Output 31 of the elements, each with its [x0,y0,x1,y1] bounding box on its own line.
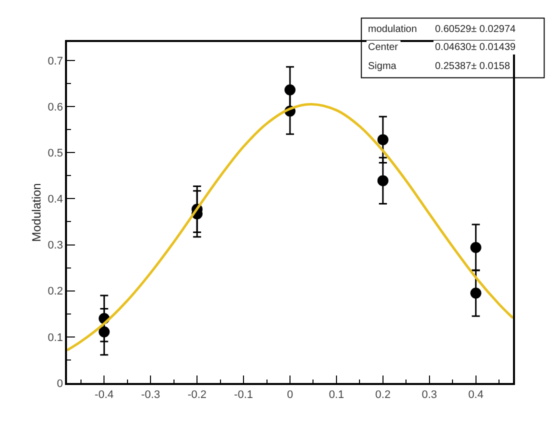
y-tick-label: 0.6 [48,101,64,114]
y-tick-label: 0.2 [48,286,64,298]
y-tick-label: 0.7 [48,55,64,68]
y-axis-title: Modulation [30,183,44,242]
point [284,84,296,96]
x-tick-label: 0.3 [422,388,438,401]
y-tick-label: 0.1 [48,332,64,344]
x-tick-label: 0.2 [375,388,391,401]
text: 0.60529± 0.02974 [435,24,516,35]
text: modulation [368,24,417,35]
y-tick-label: 0.3 [48,240,64,252]
y-tick-label: 0.4 [48,194,64,206]
point [98,326,110,338]
annotation: Sigma [368,61,397,72]
point [377,134,388,146]
y-tick-label: 0 [56,378,64,390]
line-series [67,102,513,352]
x-tick-label: -0.1 [234,388,254,401]
x-tick-label: -0.3 [141,388,160,401]
x-tick-label: 0 [286,388,294,401]
annotation: 0.04630± 0.01439 [435,42,516,53]
point [470,242,482,254]
x-tick-label: 0.4 [468,388,484,401]
y-tick-label: 0.5 [48,147,64,160]
annotation: Center [368,42,399,53]
point [470,288,482,299]
x-tick-label: 0.1 [328,388,344,401]
x-tick-label: -0.2 [188,388,207,401]
annotation: 0.25387± 0.0158 [435,61,510,72]
x-tick-label: -0.4 [94,388,114,401]
point [377,175,388,186]
